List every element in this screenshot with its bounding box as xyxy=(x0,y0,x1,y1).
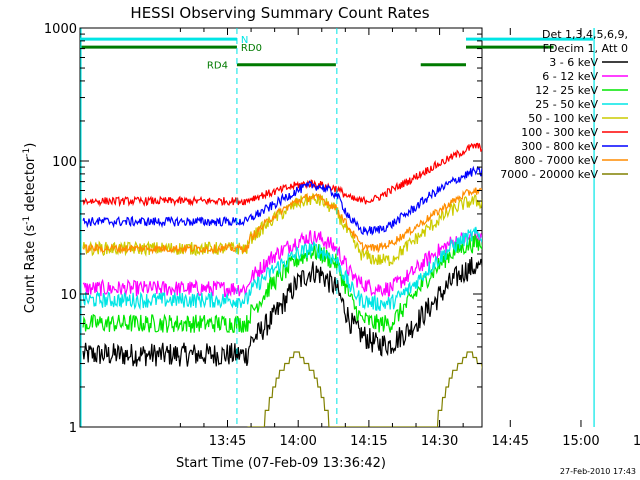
flag-label: RD0 xyxy=(241,43,262,54)
x-tick-label: 13:45 xyxy=(209,434,246,449)
series-layer xyxy=(82,142,482,427)
series-line xyxy=(82,192,482,267)
x-axis-label: Start Time (07-Feb-09 13:36:42) xyxy=(176,456,386,471)
legend: Det 1,3,4,5,6,9,FDecim 1, Att 03 - 6 keV… xyxy=(500,28,628,181)
series-line xyxy=(82,142,482,208)
legend-entry-label: 50 - 100 keV xyxy=(528,112,598,125)
y-axis-label: Count Rate (s-1 detector-1) xyxy=(22,143,38,314)
flag-label: RD4 xyxy=(207,61,228,72)
series-line xyxy=(82,234,482,334)
series-line xyxy=(82,226,482,312)
x-tick-label: 14:15 xyxy=(350,434,387,449)
x-tick-label: 14:30 xyxy=(421,434,458,449)
attenuator-lines xyxy=(80,28,595,427)
series-line xyxy=(82,256,482,367)
legend-entry-label: 800 - 7000 keV xyxy=(514,154,598,167)
y-tick-label: 10 xyxy=(60,288,77,303)
x-tick-label: 14:45 xyxy=(492,434,529,449)
flag-label: N xyxy=(241,35,248,46)
x-tick-label: 15:15 xyxy=(633,434,640,449)
axis-ticks: 13:45 14:00 14:15 14:30 14:45 15:00 15:15 1 10 10… xyxy=(44,22,640,449)
chart-title: HESSI Observing Summary Count Rates xyxy=(130,4,429,22)
legend-entry-label: 100 - 300 keV xyxy=(521,126,598,139)
legend-entry-label: 12 - 25 keV xyxy=(535,84,598,97)
y-tick-label: 1 xyxy=(69,421,77,436)
y-tick-label: 100 xyxy=(52,155,77,170)
legend-entry-label: 7000 - 20000 keV xyxy=(500,168,598,181)
legend-entry-label: 300 - 800 keV xyxy=(521,140,598,153)
legend-header: Det 1,3,4,5,6,9, xyxy=(542,28,628,41)
x-tick-label: 15:00 xyxy=(562,434,599,449)
series-line xyxy=(82,187,482,255)
legend-entry-label: 6 - 12 keV xyxy=(542,70,598,83)
x-tick-label: 14:00 xyxy=(279,434,316,449)
legend-header: FDecim 1, Att 0 xyxy=(543,42,628,55)
legend-entry-label: 3 - 6 keV xyxy=(549,56,598,69)
plot-area xyxy=(79,27,483,428)
footer-timestamp: 27-Feb-2010 17:43 xyxy=(560,467,636,476)
y-tick-label: 1000 xyxy=(44,22,77,37)
series-line xyxy=(82,165,482,237)
legend-entry-label: 25 - 50 keV xyxy=(535,98,598,111)
series-line xyxy=(247,351,482,427)
